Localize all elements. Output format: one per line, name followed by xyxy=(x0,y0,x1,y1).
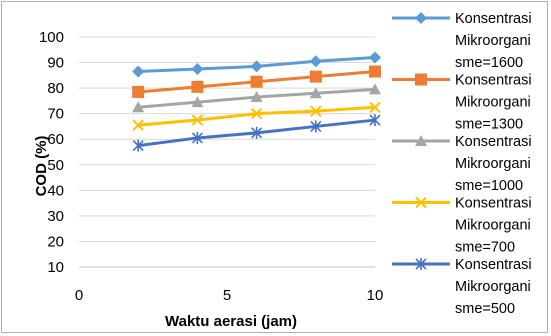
data-point xyxy=(250,75,263,88)
data-point xyxy=(251,126,263,139)
data-point xyxy=(250,91,263,103)
data-point xyxy=(250,60,263,73)
legend-label: Konsentrasi xyxy=(455,134,532,150)
legend-label: Mikroorgani xyxy=(455,279,531,295)
legend-marker xyxy=(415,196,427,209)
legend-label: sme=1300 xyxy=(455,117,523,133)
data-point xyxy=(369,65,381,78)
data-point xyxy=(191,131,203,144)
axes: 10 20 30 40 50 60 70 80 90 100 0 5 10 xyxy=(39,29,383,304)
legend-label: Konsentrasi xyxy=(455,257,532,273)
legend-entry-4: Konsentrasi Mikroorgani sme=700 xyxy=(392,196,532,256)
y-tick-label: 70 xyxy=(47,106,64,123)
data-point xyxy=(132,65,145,78)
legend-entry-5: Konsentrasi Mikroorgani sme=500 xyxy=(392,257,532,317)
grid-lines xyxy=(79,36,375,268)
legend: KonsentrasiMikroorganisme=1600Konsentras… xyxy=(392,11,532,317)
y-tick-label: 30 xyxy=(47,208,64,225)
data-point xyxy=(369,83,381,95)
y-tick-label: 90 xyxy=(47,55,64,72)
legend-marker xyxy=(415,12,427,24)
y-axis-title: COD (%) xyxy=(33,136,50,197)
data-point-stroke xyxy=(191,114,204,126)
data-point xyxy=(310,120,322,133)
legend-label: sme=700 xyxy=(455,240,515,256)
legend-label: Konsentrasi xyxy=(455,11,532,27)
data-point xyxy=(132,139,144,152)
data-point xyxy=(132,101,145,113)
legend-label: sme=1600 xyxy=(455,55,523,71)
series-3 xyxy=(132,83,381,113)
y-tick-label: 80 xyxy=(47,80,64,97)
y-tick-label: 100 xyxy=(39,29,64,46)
y-tick-label: 50 xyxy=(47,157,64,174)
legend-entry-3: Konsentrasi Mikroorgani sme=1000 xyxy=(392,134,532,194)
legend-label: sme=1000 xyxy=(455,178,523,194)
data-point xyxy=(369,101,381,113)
legend-marker xyxy=(415,258,427,270)
data-point xyxy=(191,62,204,75)
x-tick-label: 5 xyxy=(223,287,231,304)
series-2 xyxy=(132,65,381,98)
legend-label: Mikroorgani xyxy=(455,156,531,172)
x-tick-label: 10 xyxy=(367,287,384,304)
series-5 xyxy=(132,114,381,152)
data-point xyxy=(369,51,381,64)
data-point xyxy=(191,96,204,108)
data-point xyxy=(132,119,144,131)
data-point xyxy=(309,87,322,99)
data-point xyxy=(191,80,204,93)
legend-label: Mikroorgani xyxy=(455,95,531,111)
data-point xyxy=(132,85,145,98)
y-tick-label: 10 xyxy=(47,259,64,276)
data-point-stroke xyxy=(132,119,144,131)
legend-entry-2: Konsentrasi Mikroorgani sme=1300 xyxy=(392,73,532,133)
legend-entry-1: Konsentrasi Mikroorgani sme=1600 xyxy=(392,11,532,71)
series-1 xyxy=(132,51,381,78)
series-4 xyxy=(132,101,381,131)
data-point xyxy=(369,114,381,127)
data-point-stroke xyxy=(250,107,263,120)
legend-label: Konsentrasi xyxy=(455,196,532,212)
y-tick-label: 20 xyxy=(47,233,64,250)
legend-label: Konsentrasi xyxy=(455,73,532,89)
legend-label: sme=500 xyxy=(455,301,515,317)
data-point xyxy=(309,70,322,83)
legend-label: Mikroorgani xyxy=(455,218,531,234)
data-point-stroke xyxy=(369,101,381,113)
data-point xyxy=(309,55,322,68)
y-tick-label: 40 xyxy=(47,182,64,199)
y-tick-label: 60 xyxy=(47,131,64,148)
data-point xyxy=(310,105,322,117)
x-axis-title: Waktu aerasi (jam) xyxy=(165,313,297,330)
data-point xyxy=(250,107,263,120)
legend-marker-stroke xyxy=(415,196,427,209)
x-tick-label: 0 xyxy=(75,287,83,304)
data-point xyxy=(191,114,204,126)
data-point-stroke xyxy=(310,105,322,117)
legend-marker xyxy=(415,73,427,86)
legend-label: Mikroorgani xyxy=(455,33,531,49)
legend-marker xyxy=(415,135,427,146)
data-series xyxy=(132,51,381,152)
